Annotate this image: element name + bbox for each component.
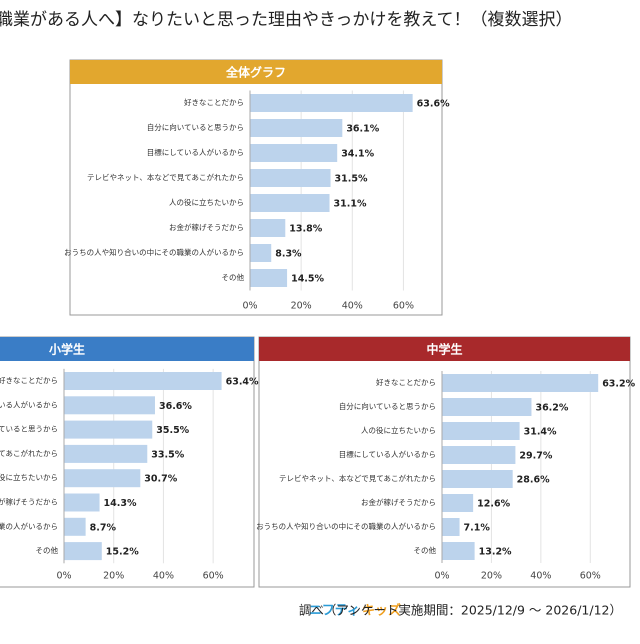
bar — [442, 374, 599, 392]
chart-title: 小学生 — [49, 342, 85, 357]
bar — [442, 422, 520, 440]
category-label: テレビやネット、本などで見てあこがれたから — [279, 473, 436, 483]
x-tick-label: 20% — [291, 301, 312, 312]
value-label: 31.1% — [334, 199, 367, 210]
bar — [442, 398, 532, 416]
x-tick-label: 20% — [103, 571, 124, 582]
x-tick-label: 0% — [434, 571, 449, 582]
value-label: 34.1% — [341, 149, 374, 160]
category-label: 人の役に立ちたいから — [361, 425, 436, 435]
value-label: 13.2% — [479, 547, 512, 558]
value-label: 14.3% — [104, 498, 137, 509]
value-label: 7.1% — [464, 523, 491, 534]
category-label: テレビやネット、本などで見てあこがれたから — [87, 172, 244, 182]
category-label: おうちの人や知り合いの中にその職業の人がいるから — [64, 247, 244, 257]
category-label: その他 — [222, 272, 245, 282]
bar — [442, 446, 516, 464]
value-label: 36.6% — [159, 401, 192, 412]
value-label: 63.2% — [602, 379, 635, 390]
bar — [250, 144, 338, 162]
category-label: お金が稼げそうだから — [361, 497, 436, 507]
bar — [64, 517, 86, 536]
logo: キッズ — [362, 603, 401, 619]
category-label: お金が稼げそうだから — [169, 222, 244, 232]
value-label: 63.6% — [417, 99, 450, 110]
bar — [64, 420, 153, 439]
category-label: 好きなことだから — [184, 97, 244, 107]
value-label: 35.5% — [156, 425, 189, 436]
bar — [250, 244, 272, 262]
category-label: おうちの人や知り合いの中にその職業の人がいるから — [256, 521, 436, 531]
x-tick-label: 20% — [481, 571, 502, 582]
bar — [442, 542, 475, 560]
bar — [64, 542, 102, 561]
category-label: いていると思うから — [0, 425, 58, 434]
value-label: 15.2% — [106, 547, 139, 558]
category-label: 好きなことだから — [376, 377, 436, 387]
x-tick-label: 0% — [56, 571, 71, 582]
bar — [442, 494, 474, 512]
x-tick-label: 60% — [580, 571, 601, 582]
value-label: 63.4% — [226, 377, 259, 388]
category-label: 役に立ちたいから — [0, 472, 58, 482]
category-label: いる人がいるから — [0, 399, 58, 409]
value-label: 33.5% — [151, 449, 184, 460]
bar — [250, 119, 343, 137]
value-label: 36.2% — [535, 403, 568, 414]
bar — [442, 518, 460, 536]
bar — [64, 444, 148, 463]
category-label: 自分に向いていると思うから — [339, 401, 436, 411]
bar — [64, 493, 100, 512]
value-label: 14.5% — [291, 274, 324, 285]
category-label: が稼げそうだから — [0, 497, 58, 507]
x-tick-label: 0% — [242, 301, 257, 312]
chart-title: 全体グラフ — [225, 65, 286, 80]
bar — [250, 219, 286, 237]
panel-header — [70, 60, 442, 84]
value-label: 36.1% — [346, 124, 379, 135]
x-tick-label: 60% — [203, 571, 224, 582]
x-tick-label: 40% — [153, 571, 174, 582]
chart-title: 中学生 — [426, 342, 462, 357]
footer-text: 調べ（アンケート実施期間：2025/12/9 ～ 2026/1/12） — [299, 603, 622, 618]
category-label: 好きなことだから — [0, 375, 58, 385]
value-label: 31.5% — [335, 174, 368, 185]
value-label: 8.3% — [275, 249, 302, 260]
x-tick-label: 60% — [393, 301, 414, 312]
bar — [64, 372, 222, 390]
value-label: 29.7% — [519, 451, 552, 462]
category-label: 自分に向いていると思うから — [147, 122, 244, 132]
bar — [64, 469, 141, 488]
value-label: 30.7% — [144, 474, 177, 485]
x-tick-label: 40% — [342, 301, 363, 312]
value-label: 12.6% — [477, 499, 510, 510]
value-label: 28.6% — [517, 475, 550, 486]
category-label: その他 — [414, 545, 437, 555]
category-label: 見てあこがれたから — [0, 448, 58, 458]
panel-header — [259, 337, 630, 361]
bar — [250, 94, 413, 112]
value-label: 8.7% — [90, 522, 117, 533]
panel-header — [0, 337, 254, 361]
bar — [64, 396, 155, 415]
category-label: 職業の人がいるから — [0, 521, 58, 531]
bar — [250, 269, 288, 287]
logo: ニフティ — [309, 604, 360, 619]
category-label: 人の役に立ちたいから — [169, 197, 244, 207]
category-label: 目標にしている人がいるから — [147, 147, 244, 157]
value-label: 31.4% — [524, 427, 557, 438]
x-tick-label: 40% — [530, 571, 551, 582]
category-label: 目標にしている人がいるから — [339, 449, 436, 459]
bar — [250, 194, 330, 212]
value-label: 13.8% — [289, 224, 322, 235]
main-title: 職業がある人へ】なりたいと思った理由やきっかけを教えて！（複数選択） — [0, 10, 572, 30]
bar — [442, 470, 513, 488]
category-label: その他 — [36, 545, 59, 555]
bar — [250, 169, 331, 187]
